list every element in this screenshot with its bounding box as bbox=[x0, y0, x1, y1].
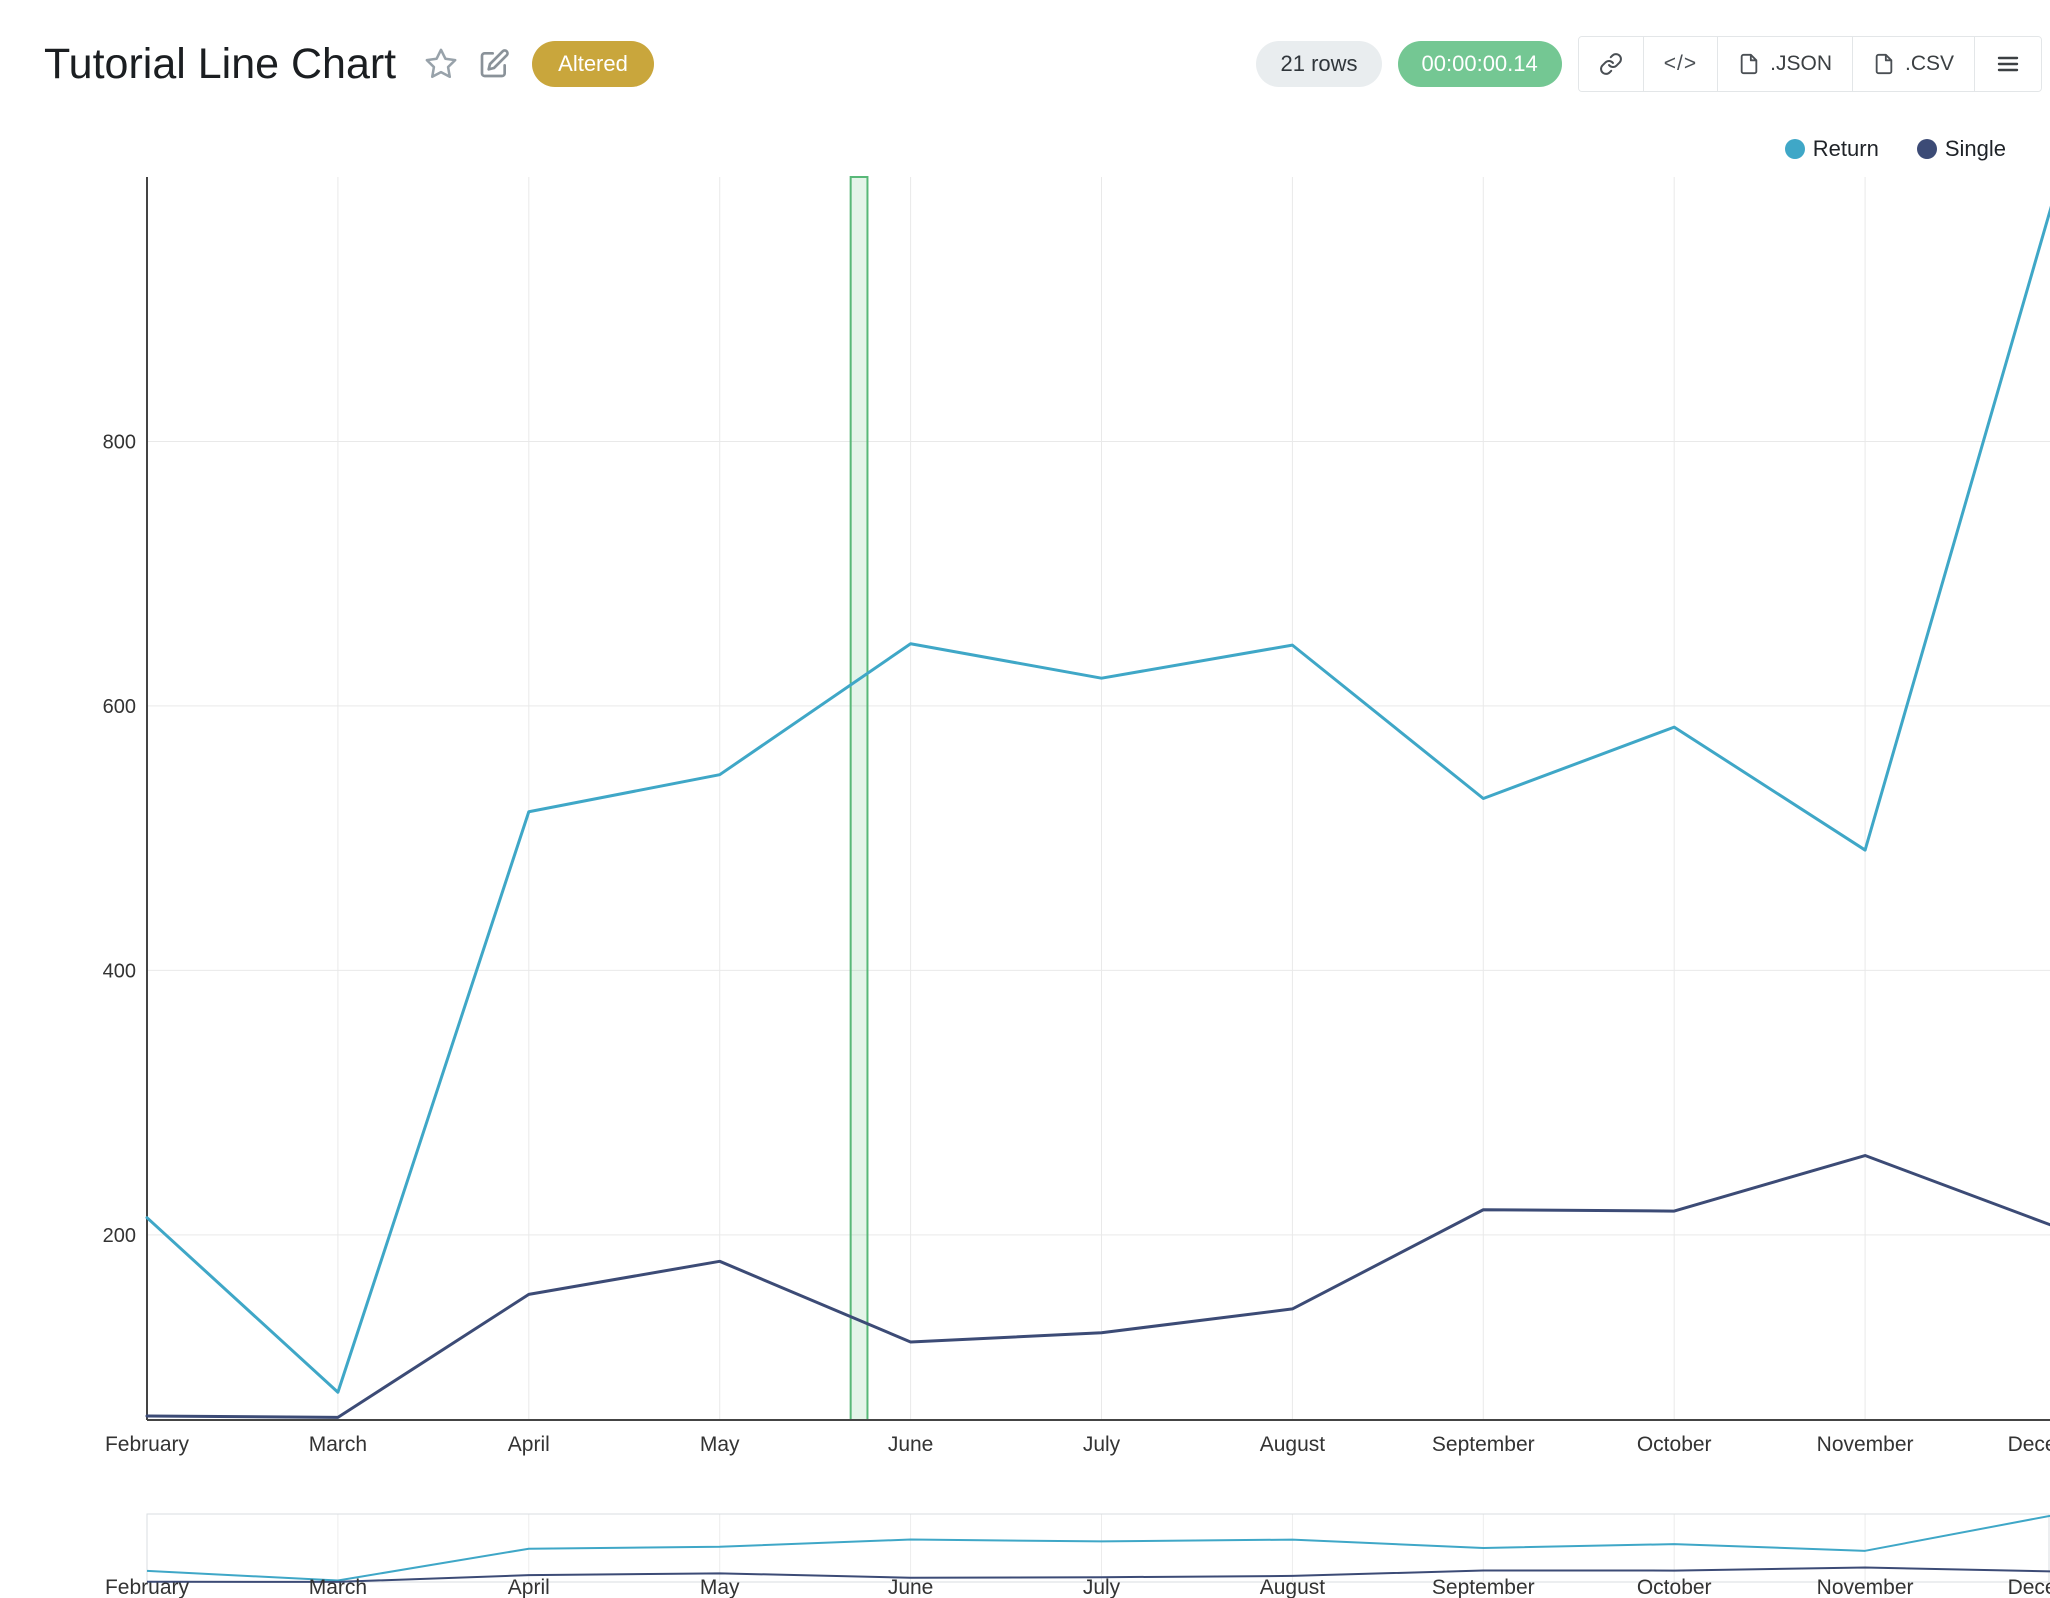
x-tick-label: June bbox=[888, 1433, 934, 1456]
y-tick-label: 200 bbox=[103, 1225, 136, 1247]
mini-x-tick-label: April bbox=[508, 1576, 550, 1598]
mini-series-line-return bbox=[146, 1514, 2050, 1582]
range-slider-frame[interactable] bbox=[146, 1513, 2050, 1583]
legend-dot-icon bbox=[1916, 139, 1937, 159]
line-chart[interactable]: 200 400 600 800 February March April May June Jul… bbox=[0, 170, 2050, 1470]
mini-x-tick-label: December bbox=[2008, 1576, 2050, 1598]
mini-x-tick-label: February bbox=[105, 1576, 190, 1598]
series-line-return[interactable] bbox=[145, 190, 2050, 1394]
hamburger-menu-icon bbox=[1995, 52, 2021, 76]
x-tick-label: October bbox=[1637, 1433, 1712, 1456]
toolbar: 21 rows 00:00:00.14 </> bbox=[1256, 36, 2042, 92]
mini-x-tick-label: July bbox=[1083, 1576, 1121, 1598]
y-tick-label: 600 bbox=[103, 696, 136, 718]
chart-legend: Return Single bbox=[1784, 136, 2006, 162]
link-icon bbox=[1599, 52, 1623, 76]
y-tick-label: 400 bbox=[103, 960, 136, 982]
range-slider-chart[interactable]: February March April May June July August Septe… bbox=[0, 1498, 2050, 1598]
x-tick-label: May bbox=[700, 1433, 740, 1456]
rows-count-badge: 21 rows bbox=[1256, 41, 1382, 87]
status-badge: Altered bbox=[532, 41, 654, 87]
mini-x-tick-label: October bbox=[1637, 1576, 1712, 1598]
export-csv-button[interactable]: .CSV bbox=[1851, 37, 1974, 91]
code-icon: </> bbox=[1663, 52, 1698, 75]
y-tick-label: 800 bbox=[103, 431, 136, 453]
x-tick-label: December bbox=[2008, 1433, 2050, 1456]
legend-dot-icon bbox=[1784, 139, 1805, 159]
mini-x-tick-label: August bbox=[1260, 1576, 1326, 1598]
export-json-label: .JSON bbox=[1770, 52, 1832, 75]
header: Tutorial Line Chart Altered 21 rows 00:0… bbox=[0, 0, 2050, 106]
page-title: Tutorial Line Chart bbox=[44, 39, 397, 88]
x-tick-label: March bbox=[309, 1433, 367, 1456]
legend-label: Single bbox=[1944, 136, 2006, 161]
export-csv-label: .CSV bbox=[1904, 52, 1954, 75]
mini-x-tick-label: September bbox=[1432, 1576, 1535, 1598]
export-json-button[interactable]: .JSON bbox=[1717, 37, 1852, 91]
x-tick-label: April bbox=[508, 1433, 550, 1456]
embed-code-button[interactable]: </> bbox=[1642, 37, 1718, 91]
duration-badge: 00:00:00.14 bbox=[1397, 41, 1562, 87]
file-icon bbox=[1738, 52, 1760, 76]
more-menu-button[interactable] bbox=[1974, 37, 2041, 91]
legend-item-single[interactable]: Single bbox=[1916, 136, 2006, 162]
mini-series-line-single bbox=[146, 1566, 2050, 1583]
legend-item-return[interactable]: Return bbox=[1784, 136, 1879, 162]
export-button-group: </> .JSON .CSV bbox=[1577, 36, 2042, 92]
favorite-star-icon[interactable] bbox=[424, 47, 458, 81]
x-tick-label: February bbox=[105, 1433, 190, 1456]
mini-x-tick-label: November bbox=[1817, 1576, 1914, 1598]
edit-icon[interactable] bbox=[478, 48, 510, 80]
mini-x-tick-label: March bbox=[309, 1576, 367, 1598]
mini-x-tick-label: June bbox=[888, 1576, 934, 1598]
x-tick-label: September bbox=[1432, 1433, 1535, 1456]
series-line-single[interactable] bbox=[145, 1154, 2050, 1419]
x-tick-label: November bbox=[1817, 1433, 1914, 1456]
legend-label: Return bbox=[1812, 136, 1879, 161]
annotation-band[interactable] bbox=[849, 176, 869, 1421]
x-tick-label: July bbox=[1083, 1433, 1121, 1456]
share-link-button[interactable] bbox=[1578, 37, 1643, 91]
file-icon bbox=[1873, 52, 1895, 76]
title-icons bbox=[424, 47, 510, 81]
x-tick-label: August bbox=[1260, 1433, 1326, 1456]
mini-x-tick-label: May bbox=[700, 1576, 740, 1598]
